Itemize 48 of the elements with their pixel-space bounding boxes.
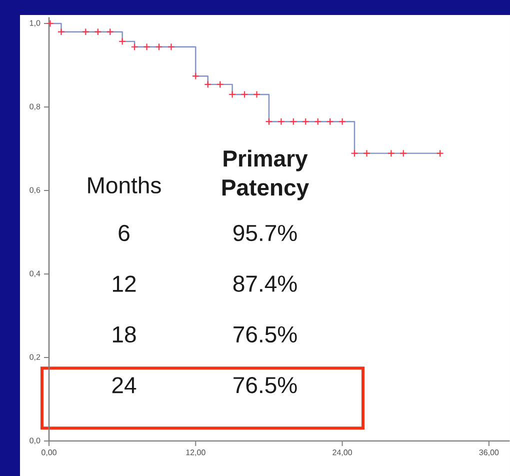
y-tick-label: 0,8 bbox=[30, 104, 40, 110]
annotation: 18 bbox=[112, 326, 136, 343]
point bbox=[302, 118, 310, 126]
point bbox=[143, 43, 151, 51]
point bbox=[82, 28, 90, 36]
x-tick-label: 36,00 bbox=[479, 450, 499, 456]
point bbox=[436, 150, 444, 158]
point bbox=[362, 150, 370, 158]
annotation: Primary Patency bbox=[222, 150, 309, 200]
annotation: 6 bbox=[118, 224, 130, 242]
y-tick-label: 0,6 bbox=[30, 187, 40, 194]
point bbox=[118, 38, 126, 46]
annotation: Months bbox=[88, 176, 161, 194]
point bbox=[192, 72, 200, 80]
point bbox=[277, 118, 285, 126]
annotation: 76.5% bbox=[234, 376, 297, 394]
point bbox=[57, 28, 65, 36]
point bbox=[167, 43, 175, 51]
point bbox=[106, 28, 114, 36]
point bbox=[314, 118, 322, 126]
point bbox=[155, 43, 163, 51]
point bbox=[265, 118, 273, 126]
y-tick-label: 0,2 bbox=[30, 354, 40, 361]
annotation: 12 bbox=[112, 276, 136, 292]
point bbox=[252, 90, 260, 98]
y-tick-label: 0,4 bbox=[30, 270, 40, 278]
point bbox=[130, 43, 138, 51]
annotation: 87.4% bbox=[233, 276, 297, 292]
x-tick-label: 24,00 bbox=[332, 450, 352, 456]
point bbox=[290, 118, 298, 126]
x-tick-label: 0,00 bbox=[42, 450, 56, 456]
annotation: 76.5% bbox=[234, 326, 297, 343]
point bbox=[387, 150, 395, 158]
point bbox=[204, 80, 212, 88]
point bbox=[216, 80, 224, 88]
y-tick-label: 0,0 bbox=[30, 438, 40, 444]
point bbox=[240, 90, 248, 98]
y-tick-label: 1,0 bbox=[30, 20, 40, 27]
point bbox=[94, 28, 102, 36]
point bbox=[400, 150, 408, 158]
point bbox=[228, 90, 236, 98]
point bbox=[326, 118, 334, 126]
annotation: 24 bbox=[112, 377, 136, 394]
x-tick-label: 12,00 bbox=[186, 450, 206, 456]
point bbox=[46, 20, 54, 28]
point bbox=[338, 118, 346, 126]
point bbox=[350, 150, 358, 158]
annotation: 95.7% bbox=[233, 224, 297, 242]
